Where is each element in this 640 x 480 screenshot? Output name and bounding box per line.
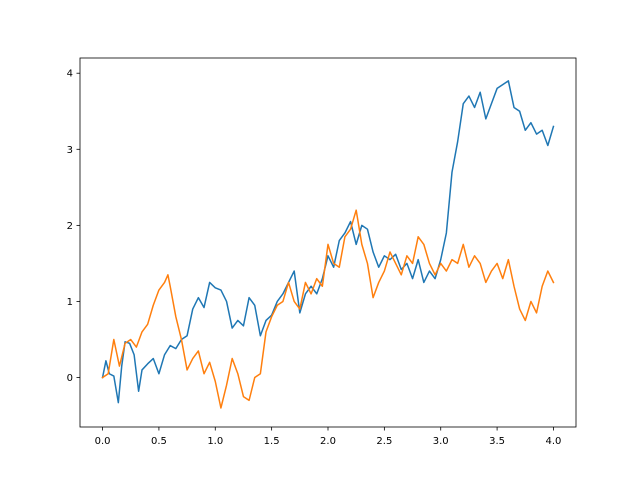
x-tick-label: 3.0 — [433, 436, 449, 447]
y-tick-label: 3 — [67, 145, 73, 156]
series-line-1 — [101, 80, 555, 404]
series-layer — [101, 80, 555, 409]
x-tick-label: 2.5 — [376, 436, 392, 447]
x-tick-label: 3.5 — [489, 436, 505, 447]
x-tick-label: 1.0 — [207, 436, 223, 447]
x-tick-label: 0.0 — [95, 436, 111, 447]
x-tick-label: 2.0 — [320, 436, 336, 447]
plot-background — [80, 58, 576, 427]
x-tick-label: 0.5 — [151, 436, 167, 447]
x-axis: 0.0 0.5 1.0 1.5 2.0 2.5 3.0 3.5 4.0 — [95, 427, 562, 447]
x-tick-label: 4.0 — [546, 436, 562, 447]
series-line-2 — [101, 209, 555, 409]
y-tick-label: 1 — [67, 297, 73, 308]
x-tick-label: 1.5 — [264, 436, 280, 447]
axes-layer: 0.0 0.5 1.0 1.5 2.0 2.5 3.0 3.5 4.0 0 1 2 3 4 — [67, 57, 577, 447]
y-tick-label: 2 — [67, 221, 73, 232]
y-axis: 0 1 2 3 4 — [67, 69, 80, 384]
y-tick-label: 4 — [67, 69, 73, 80]
y-tick-label: 0 — [67, 373, 73, 384]
